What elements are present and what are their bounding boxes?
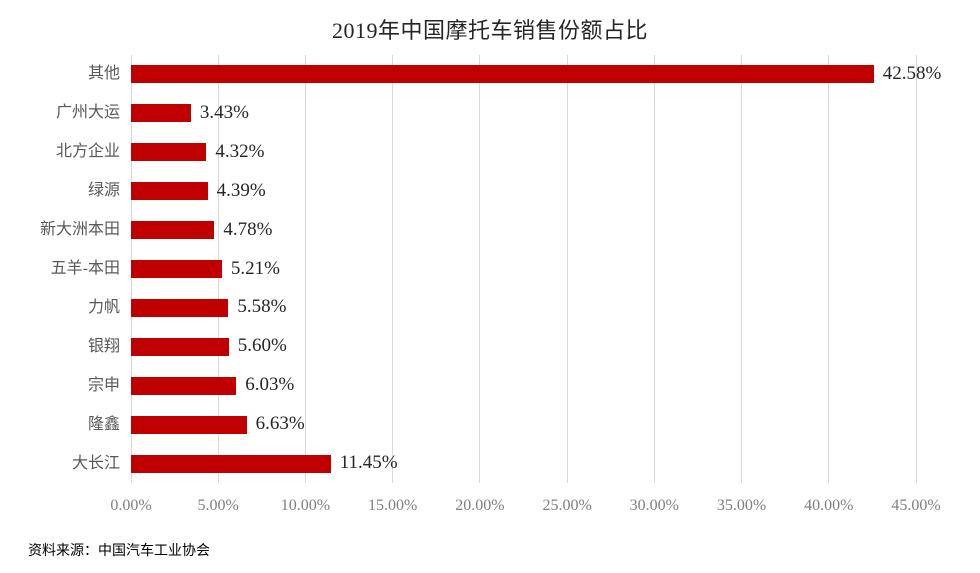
value-label-新大洲本田: 4.78% [223,218,273,240]
gridline-15.00% [392,55,394,483]
bar-其他 [131,65,874,84]
value-label-宗申: 6.03% [245,374,295,396]
value-label-隆鑫: 6.63% [255,413,305,435]
category-label-银翔: 银翔 [87,337,120,355]
category-label-大长江: 大长江 [71,454,120,472]
category-label-力帆: 力帆 [87,298,120,316]
bar-宗申 [131,376,237,395]
category-label-隆鑫: 隆鑫 [87,415,120,433]
x-axis: 0.00% 5.00% 10.00% 15.00% 20.00% 25.00% 30.00%… [110,497,940,519]
value-label-广州大运: 3.43% [199,101,249,123]
gridline-40.00% [828,55,830,483]
gridline-20.00% [479,55,481,483]
category-label-宗申: 宗申 [87,376,120,394]
x-tick-label-10.00%: 10.00% [280,497,331,514]
gridline-45.00% [915,55,917,483]
source-note: 资料来源：中国汽车工业协会 [28,544,210,559]
x-tick-label-25.00%: 25.00% [542,497,592,514]
category-label-新大洲本田: 新大洲本田 [39,221,120,239]
category-label-其他: 其他 [87,65,120,83]
value-label-绿源: 4.39% [216,179,266,201]
gridline-10.00% [304,55,306,483]
bar-大长江 [131,454,331,473]
bar-新大洲本田 [131,221,215,240]
bar-力帆 [131,298,229,317]
category-label-广州大运: 广州大运 [55,104,120,122]
category-axis: 其他广州大运北方企业绿源新大洲本田五羊-本田力帆银翔宗申隆鑫大长江 [0,55,120,483]
gridline-25.00% [566,55,568,483]
bar-银翔 [131,337,229,356]
value-label-银翔: 5.60% [237,335,287,357]
x-tick-label-20.00%: 20.00% [455,497,505,514]
chart-title: 2019年中国摩托车销售份额占比 [331,18,648,43]
category-label-五羊-本田: 五羊-本田 [50,260,120,277]
x-tick-label-30.00%: 30.00% [629,497,679,514]
bar-隆鑫 [131,415,247,434]
value-label-其他: 42.58% [882,62,942,84]
x-tick-label-0.00%: 0.00% [110,497,152,514]
gridline-30.00% [653,55,655,483]
x-tick-label-45.00%: 45.00% [891,497,941,514]
x-tick-label-15.00%: 15.00% [367,497,418,514]
bar-五羊-本田 [131,260,222,278]
category-label-绿源: 绿源 [87,182,120,200]
value-label-大长江: 11.45% [339,452,398,474]
x-tick-label-40.00%: 40.00% [804,497,854,514]
x-tick-label-5.00%: 5.00% [197,497,239,514]
bar-广州大运 [131,104,191,123]
value-label-北方企业: 4.32% [215,140,265,162]
value-label-五羊-本田: 5.21% [230,257,280,279]
bar-北方企业 [131,143,207,162]
category-label-北方企业: 北方企业 [55,143,120,161]
bar-绿源 [131,182,208,201]
plot-area: 42.58% 3.43% 4.32% 4.39% 4.78% 5.21% 5.58% 5.60… [130,55,941,483]
gridline-35.00% [741,55,743,483]
value-label-力帆: 5.58% [237,296,287,318]
x-tick-label-35.00%: 35.00% [716,497,767,514]
